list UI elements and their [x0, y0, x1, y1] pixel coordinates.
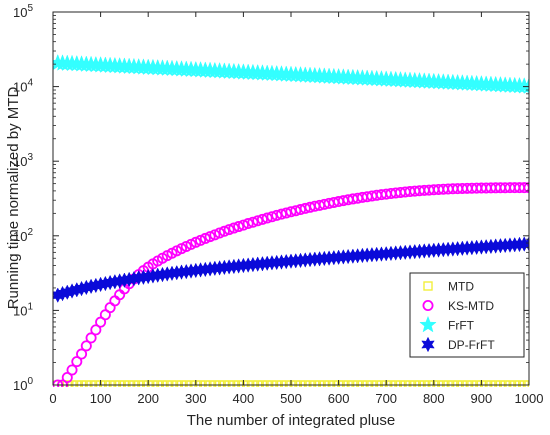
legend-label: MTD [448, 280, 474, 294]
y-tick-label: 105 [13, 3, 33, 20]
data-point [237, 219, 249, 231]
legend-item: MTD [423, 280, 474, 294]
x-tick-label: 0 [49, 391, 56, 406]
series-dp-frft [53, 236, 529, 303]
legend-item: FrFT [419, 315, 475, 333]
data-point [199, 232, 211, 244]
y-axis: 100 101 102 103 104 105 [13, 3, 529, 393]
x-tick-label: 400 [233, 391, 255, 406]
y-tick-label: 104 [13, 78, 33, 95]
data-point [80, 340, 92, 352]
x-axis-label: The number of integrated pluse [187, 412, 395, 429]
legend: MTD KS-MTD FrFT DP-FrFT [409, 272, 525, 358]
data-point [71, 356, 83, 368]
data-point [517, 236, 529, 252]
y-tick-label: 103 [13, 152, 33, 169]
x-tick-label: 1000 [515, 391, 544, 406]
data-point [223, 224, 235, 236]
x-tick-label: 100 [90, 391, 112, 406]
data-point [85, 332, 97, 344]
data-point [204, 231, 216, 243]
data-point [233, 221, 245, 233]
legend-marker [422, 299, 434, 311]
data-point [76, 348, 88, 360]
y-tick-label: 100 [13, 376, 33, 393]
x-tick-label: 200 [137, 391, 159, 406]
legend-label: FrFT [448, 319, 475, 333]
data-point [95, 316, 107, 328]
legend-marker [423, 281, 433, 291]
data-point [66, 364, 78, 376]
legend-item: DP-FrFT [421, 336, 495, 353]
x-tick-label: 500 [280, 391, 302, 406]
x-tick-label: 800 [423, 391, 445, 406]
data-point [214, 227, 226, 239]
data-point [256, 213, 268, 225]
series-frft [53, 53, 529, 94]
x-tick-label: 700 [375, 391, 397, 406]
data-point [520, 77, 529, 94]
legend-label: DP-FrFT [448, 338, 495, 352]
data-point [218, 225, 230, 237]
data-point [252, 215, 264, 227]
legend-item: KS-MTD [422, 299, 494, 313]
data-point [247, 216, 259, 228]
x-tick-label: 900 [471, 391, 493, 406]
data-point [90, 324, 102, 336]
legend-marker [419, 315, 437, 333]
y-tick-label: 101 [13, 301, 33, 318]
series-ks-mtd [53, 182, 529, 387]
legend-marker [421, 336, 435, 353]
data-point [266, 211, 278, 223]
x-tick-label: 600 [328, 391, 350, 406]
y-axis-label: Running time normalized by MTD [5, 87, 22, 310]
y-tick-label: 102 [13, 227, 33, 244]
x-tick-label: 300 [185, 391, 207, 406]
data-point [242, 218, 254, 230]
data-point [261, 212, 273, 224]
data-point [523, 182, 529, 194]
data-point [228, 222, 240, 234]
data-point [61, 372, 73, 384]
x-axis: 0 100 200 300 400 500 600 700 800 900 1000 [49, 12, 543, 406]
data-point [209, 229, 221, 241]
series-layer [53, 53, 529, 387]
legend-label: KS-MTD [448, 299, 494, 313]
